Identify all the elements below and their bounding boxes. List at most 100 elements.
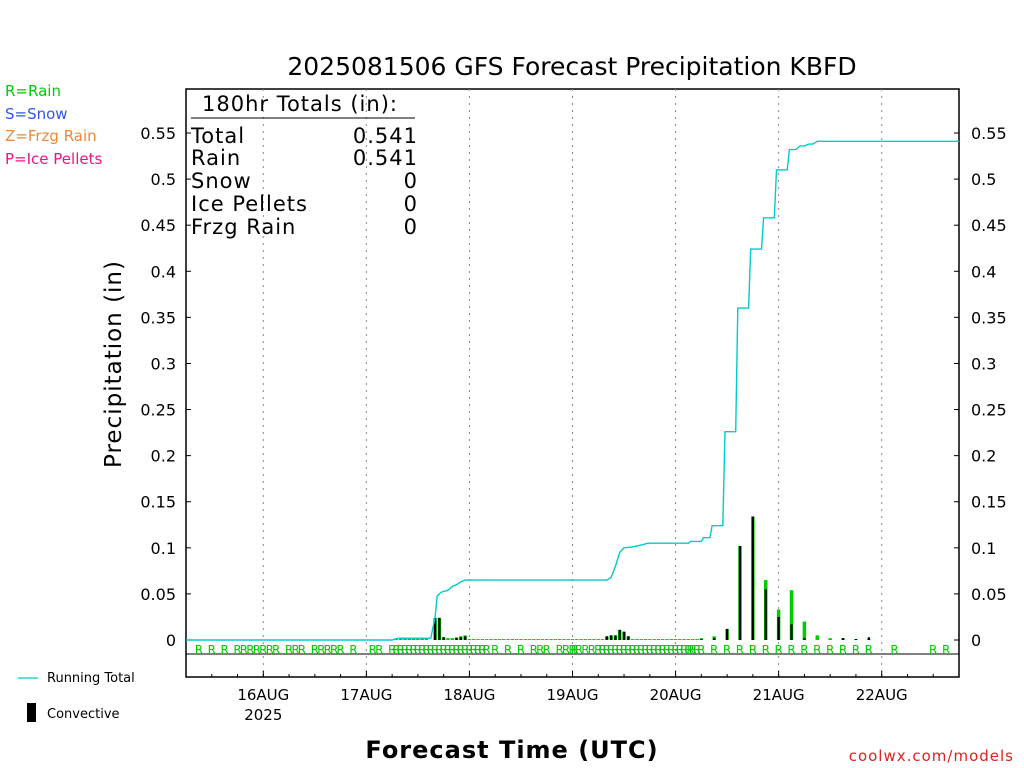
x-tick-label: 19AUG [547,686,599,704]
rain-type-mark: R [324,643,332,657]
rain-bar [489,639,493,640]
x-axis-ticks: 16AUG 2025 17AUG 18AUG 19AUG 20AUG 21AUG 22AUG [211,671,934,724]
totals-label-snow: Snow [191,169,252,193]
y-tick-label-right: 0.15 [971,493,1007,512]
running-total-legend-label: Running Total [47,671,135,686]
convective-bar [867,637,870,640]
x-tick-label: 16AUG [237,686,289,704]
rain-bar [562,639,566,640]
y-tick-label-right: 0.05 [971,585,1007,604]
rain-type-mark: R [427,643,435,657]
rain-bar [416,638,420,640]
rain-bar [828,638,832,640]
rain-type-mark: R [336,643,344,657]
rain-type-mark: R [349,643,357,657]
running-total-line [186,140,959,641]
rain-type-mark: R [478,643,486,657]
rain-type-mark: R [392,643,400,657]
rain-bar [587,639,592,640]
rain-type-mark: R [663,643,671,657]
y-tick-label-right: 0.25 [971,401,1007,420]
y-tick-label: 0.45 [140,216,176,235]
y-tick-label: 0.5 [151,170,176,189]
totals-label-ice-pellets: Ice Pellets [191,192,308,216]
y-tick-label: 0.55 [140,124,176,143]
rain-bar [532,639,536,640]
y-tick-label-right: 0.3 [971,354,996,373]
rain-type-mark: R [246,643,254,657]
rain-type-mark: R [233,643,241,657]
rain-type-mark: R [517,643,525,657]
convective-bar [618,629,621,640]
convective-bar [433,617,437,640]
rain-type-mark: R [693,643,701,657]
rain-bar [519,639,523,640]
totals-label-frzg-rain: Frzg Rain [191,215,296,239]
convective-legend-label: Convective [47,707,120,722]
rain-type-mark: R [568,643,576,657]
rain-type-mark: R [457,643,465,657]
rain-type-mark: R [654,643,662,657]
rain-type-mark: R [536,643,544,657]
legend-snow: S=Snow [5,105,68,123]
rain-type-mark: R [491,643,499,657]
rain-bar [467,639,472,640]
totals-value-frzg-rain: 0 [404,215,418,239]
y-tick-label-right: 0 [971,631,981,650]
rain-type-mark: R [641,643,649,657]
rain-type-mark: R [266,643,274,657]
chart-title: 2025081506 GFS Forecast Precipitation KB… [287,52,856,81]
x-tick-label: 17AUG [340,686,392,704]
convective-bars [433,516,870,640]
rain-type-mark: R [285,643,293,657]
rain-bar [424,638,429,640]
rain-bar [648,639,652,640]
rain-type-mark: R [414,643,422,657]
rain-type-mark: R [575,643,583,657]
rain-type-mark: R [418,643,426,657]
y-tick-label-right: 0.1 [971,539,996,558]
totals-value-snow: 0 [404,169,418,193]
rain-bar [690,639,695,640]
rain-bar [411,638,416,640]
rain-type-mark: R [680,643,688,657]
rain-bar [639,639,643,640]
rain-type-mark: R [637,643,645,657]
convective-bar [627,636,630,640]
rain-bar [596,639,601,640]
rain-type-mark: R [474,643,482,657]
y-tick-label-right: 0.2 [971,447,996,466]
rain-type-mark: R [676,643,684,657]
rain-type-mark: R [375,643,383,657]
precip-type-legend: R=Rain S=Snow Z=Frzg Rain P=Ice Pellets [5,82,102,168]
rain-bar [420,638,424,640]
rain-bar [403,638,407,640]
series-legend: Running Total Convective [18,671,135,722]
rain-bar [583,639,588,640]
convective-bar [464,636,467,640]
convective-swatch [27,703,36,722]
totals-value-ice-pellets: 0 [404,192,418,216]
y-tick-label-right: 0.35 [971,308,1007,327]
rain-type-mark: R [422,643,430,657]
convective-bar [455,638,458,640]
rain-bar [553,639,558,640]
rain-bar [678,639,682,640]
running-total-line-group [186,140,959,641]
rain-type-mark: R [208,643,216,657]
rain-bar [484,639,489,640]
rain-bar [600,639,605,640]
legend-frzg-rain: Z=Frzg Rain [5,127,97,145]
rain-type-mark: R [253,643,261,657]
rain-type-mark: R [749,643,757,657]
rain-bar [476,639,480,640]
rain-bar [660,639,665,640]
convective-bar [803,638,806,640]
rain-type-mark: R [543,643,551,657]
rain-type-mark: R [330,643,338,657]
rain-type-mark: R [762,643,770,657]
gridlines [262,89,883,677]
rain-bar [527,639,532,640]
rain-type-mark: R [240,643,248,657]
